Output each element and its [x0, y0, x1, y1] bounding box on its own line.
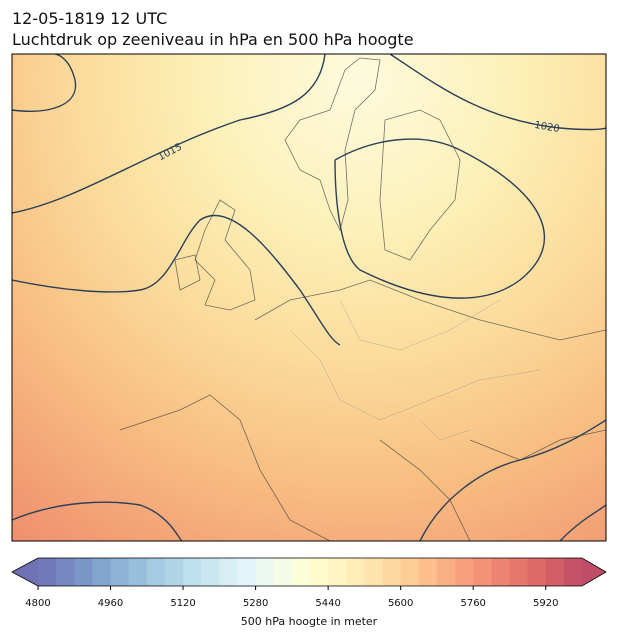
colorbar-block	[291, 558, 311, 586]
colorbar-block	[74, 558, 93, 586]
colorbar-block	[527, 558, 547, 586]
isobar	[12, 54, 326, 214]
colorbar-block	[128, 558, 148, 586]
colorbar-label: 500 hPa hoogte in meter	[241, 615, 378, 628]
height-field	[12, 54, 606, 541]
isobar	[334, 138, 546, 299]
colorbar-block	[255, 558, 275, 586]
title: 12-05-1819 12 UTC	[12, 9, 167, 28]
colorbar-block	[509, 558, 529, 586]
colorbar-block	[473, 558, 492, 586]
colorbar-tick-label: 5120	[170, 598, 195, 609]
isobar	[12, 54, 77, 112]
colorbar-block	[219, 558, 238, 586]
isobar	[12, 501, 183, 541]
colorbar-block	[328, 558, 347, 586]
colorbar-block	[563, 558, 583, 586]
isobar	[559, 504, 606, 541]
colorbar-tick-label: 5440	[315, 598, 340, 609]
colorbar-tick-label: 4960	[98, 598, 123, 609]
colorbar-block	[164, 558, 184, 586]
colorbar-block	[418, 558, 438, 586]
colorbar-block	[38, 558, 57, 586]
colorbar-block	[346, 558, 365, 586]
colorbar-block	[183, 558, 202, 586]
coastline	[284, 57, 381, 232]
subtitle: Luchtdruk op zeeniveau in hPa en 500 hPa…	[12, 30, 414, 49]
colorbar-tick-label: 5760	[460, 598, 485, 609]
colorbar-block	[382, 558, 402, 586]
map: 1015 1020	[12, 54, 606, 541]
coastline	[174, 254, 201, 291]
colorbar-block	[92, 558, 112, 586]
colorbar-block	[400, 558, 420, 586]
colorbar-block	[56, 558, 75, 586]
coastline	[119, 279, 606, 541]
map-frame	[11, 53, 607, 542]
colorbar-block	[146, 558, 166, 586]
colorbar-block	[237, 558, 257, 586]
coastline	[194, 199, 256, 311]
isobar	[12, 214, 341, 346]
colorbar-block	[455, 558, 474, 586]
coastline	[379, 109, 461, 261]
colorbar-tick-label: 5280	[243, 598, 268, 609]
colorbar-block	[364, 558, 384, 586]
colorbar-outline	[11, 557, 607, 587]
isobar	[389, 54, 606, 131]
colorbar-extend	[12, 558, 38, 586]
colorbar-extend	[582, 558, 606, 586]
colorbar-tick-label: 5920	[533, 598, 558, 609]
colorbar-block	[491, 558, 510, 586]
colorbar-tick-label: 5600	[388, 598, 413, 609]
colorbar-block	[201, 558, 220, 586]
colorbar-block	[545, 558, 565, 586]
colorbar-block	[110, 558, 130, 586]
colorbar-block	[310, 558, 329, 586]
isobar	[419, 419, 606, 541]
colorbar: 4800 4960 5120 5280 5440 5600 5760 5920	[11, 557, 607, 609]
contour-label: 1020	[533, 120, 560, 135]
colorbar-block	[273, 558, 293, 586]
borders	[289, 299, 541, 441]
colorbar-tick-label: 4800	[25, 598, 50, 609]
colorbar-block	[436, 558, 456, 586]
